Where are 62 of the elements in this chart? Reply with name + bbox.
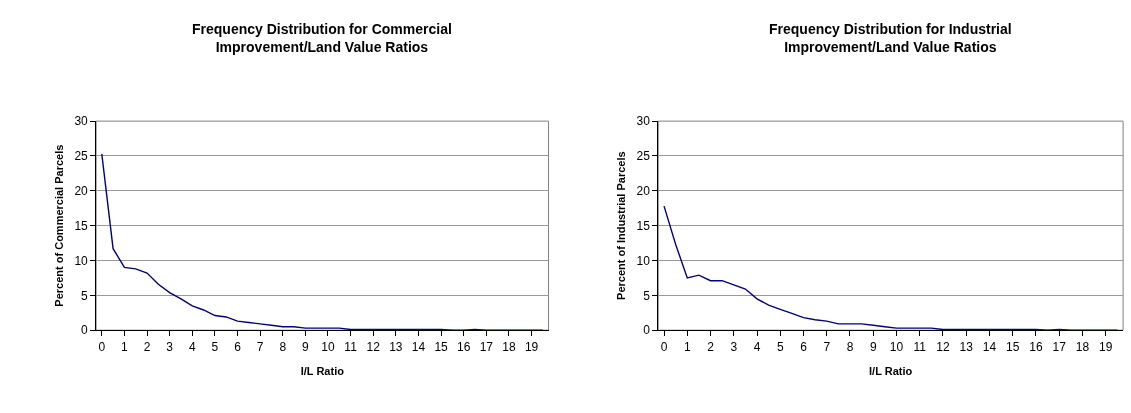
x-tick-label: 1 [683, 339, 691, 354]
y-tick-label: 15 [74, 218, 89, 233]
x-tick-label: 13 [389, 339, 403, 354]
x-tick-label: 6 [234, 339, 242, 354]
x-axis-title: I/L Ratio [300, 364, 345, 377]
y-axis-title: Percent of Commercial Parcels [53, 144, 66, 307]
x-tick-label: 5 [776, 339, 784, 354]
x-tick-label: 0 [660, 339, 668, 354]
x-tick-label: 18 [1075, 339, 1090, 354]
y-tick-label: 25 [636, 149, 651, 164]
x-tick-label: 1 [121, 339, 129, 354]
y-tick-label: 30 [74, 114, 89, 129]
x-tick-label: 4 [753, 339, 761, 354]
y-tick-label: 0 [643, 323, 651, 338]
x-tick-label: 17 [1052, 339, 1067, 354]
chart-title: Frequency Distribution for Commercial Improvement/Land Value Ratios [192, 21, 452, 56]
y-tick-label: 10 [74, 253, 89, 268]
x-tick-label: 3 [730, 339, 738, 354]
x-tick-label: 16 [1029, 339, 1043, 354]
line-series [663, 205, 1118, 331]
x-tick-label: 4 [188, 339, 196, 354]
x-tick-label: 3 [166, 339, 174, 354]
chart-title: Frequency Distribution for Industrial Improvement/Land Value Ratios [769, 21, 1012, 56]
y-tick-label: 15 [636, 218, 651, 233]
x-tick-label: 7 [256, 339, 264, 354]
x-tick-label: 10 [889, 339, 904, 354]
x-tick-label: 7 [823, 339, 831, 354]
x-tick-label: 14 [411, 339, 426, 354]
y-tick-label: 0 [81, 323, 89, 338]
y-tick-label: 20 [636, 184, 651, 198]
x-tick-label: 2 [143, 339, 151, 354]
y-tick-label: 5 [643, 288, 651, 303]
y-tick-label: 5 [81, 288, 89, 303]
x-tick-label: 19 [524, 339, 539, 354]
x-tick-label: 10 [321, 339, 335, 354]
x-tick-label: 15 [434, 339, 449, 354]
x-tick-label: 13 [959, 339, 974, 354]
x-tick-label: 9 [302, 339, 310, 354]
x-tick-label: 18 [502, 339, 516, 354]
x-tick-label: 9 [869, 339, 877, 354]
y-axis-title: Percent of Industrial Parcels [615, 151, 628, 300]
x-tick-label: 11 [344, 339, 358, 354]
x-tick-label: 6 [800, 339, 808, 354]
x-tick-label: 8 [279, 339, 287, 354]
y-tick-label: 10 [636, 253, 651, 268]
y-tick-label: 20 [74, 184, 89, 198]
x-tick-label: 15 [1006, 339, 1020, 354]
x-tick-label: 12 [936, 339, 950, 354]
y-tick-label: 25 [74, 149, 89, 164]
x-tick-label: 0 [98, 339, 106, 354]
line-series [101, 153, 544, 331]
y-tick-label: 30 [636, 114, 651, 129]
x-tick-label: 11 [913, 339, 927, 354]
x-tick-label: 5 [211, 339, 219, 354]
x-tick-label: 17 [479, 339, 494, 354]
x-axis-title: I/L Ratio [869, 364, 913, 377]
x-tick-label: 14 [982, 339, 997, 354]
x-tick-label: 12 [366, 339, 381, 354]
x-tick-label: 2 [707, 339, 715, 354]
x-tick-label: 16 [457, 339, 471, 354]
x-tick-label: 8 [846, 339, 854, 354]
x-tick-label: 19 [1098, 339, 1113, 354]
